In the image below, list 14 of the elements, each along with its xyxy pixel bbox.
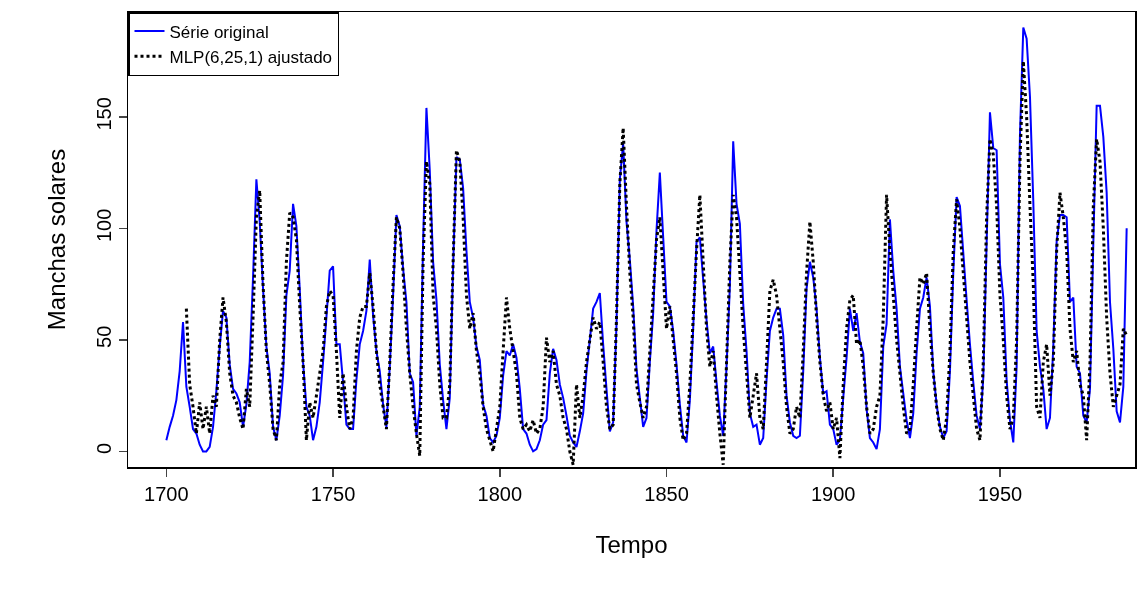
x-tick-label: 1800 (477, 482, 523, 505)
x-axis-title: Tempo (595, 530, 668, 558)
y-tick-label: 150 (92, 97, 115, 131)
x-tick-label: 1750 (310, 482, 356, 505)
x-tick-label: 1950 (977, 482, 1023, 505)
y-axis-title: Manchas solares (42, 148, 70, 331)
x-tick-label: 1850 (644, 482, 689, 505)
legend-label: MLP(6,25,1) ajustado (169, 47, 333, 67)
x-tick-label: 1700 (144, 482, 189, 505)
x-tick-label: 1900 (810, 482, 856, 505)
y-tick-label: 50 (92, 325, 115, 348)
legend-label: Série original (169, 22, 269, 42)
y-tick-label: 0 (92, 442, 115, 454)
y-tick-label: 100 (92, 208, 115, 243)
